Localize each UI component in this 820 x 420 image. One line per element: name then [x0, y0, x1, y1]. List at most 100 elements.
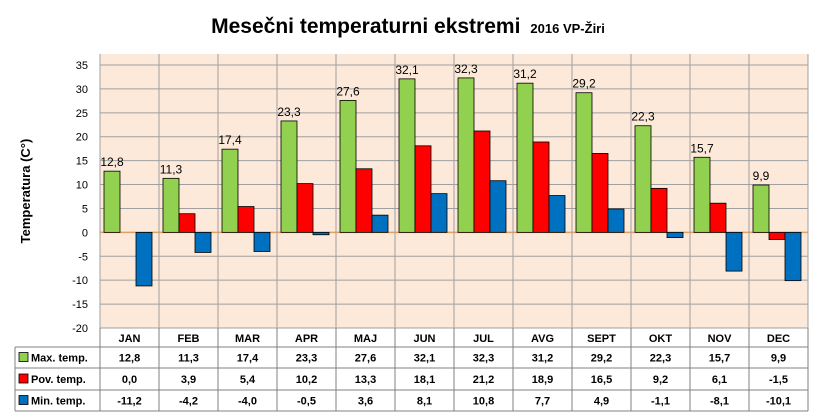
- bar: [414, 145, 432, 233]
- table-cell: 32,1: [414, 353, 435, 365]
- y-tick-label: 15: [76, 156, 88, 168]
- bar: [607, 208, 625, 233]
- legend-label: Min. temp.: [31, 396, 85, 408]
- table-cell: -4,0: [238, 396, 257, 408]
- bar: [591, 153, 609, 233]
- table-cell: -1,5: [769, 374, 788, 386]
- table-cell: 22,3: [650, 353, 671, 365]
- bar: [194, 231, 212, 253]
- bar: [237, 206, 255, 233]
- bar: [473, 130, 491, 233]
- bar: [280, 120, 298, 233]
- table-cell: 32,3: [473, 353, 494, 365]
- subtitle-text: 2016 VP-Žiri: [530, 21, 604, 36]
- x-tick-label: DEC: [767, 333, 790, 345]
- x-tick-label: JUL: [473, 333, 494, 345]
- data-label: 29,2: [572, 77, 596, 91]
- chart-title: Mesečni temperaturni ekstremi 2016 VP-Žir…: [211, 15, 605, 38]
- bar: [575, 92, 593, 233]
- table-cell: -0,5: [297, 396, 316, 408]
- y-tick-label: 20: [76, 132, 88, 144]
- x-tick-label: SEPT: [587, 333, 616, 345]
- table-cell: 4,9: [594, 396, 609, 408]
- bar: [489, 180, 507, 233]
- data-label: 31,2: [513, 67, 537, 81]
- x-tick-label: OKT: [649, 333, 673, 345]
- bar: [516, 82, 534, 233]
- bar: [752, 184, 770, 233]
- x-tick-label: JAN: [118, 333, 140, 345]
- y-tick-label: 10: [76, 180, 88, 192]
- table-cell: 16,5: [591, 374, 612, 386]
- legend-label: Pov. temp.: [31, 374, 86, 386]
- data-label: 23,3: [277, 105, 301, 119]
- bar: [339, 99, 357, 233]
- table-cell: 11,3: [178, 353, 199, 365]
- bar: [768, 231, 786, 240]
- table-cell: 31,2: [532, 353, 553, 365]
- title-text: Mesečni temperaturni ekstremi: [211, 15, 520, 38]
- table-cell: 12,8: [119, 353, 140, 365]
- y-tick-label: 0: [82, 227, 88, 239]
- y-tick-label: 5: [82, 203, 88, 215]
- bar: [666, 231, 684, 239]
- bar: [296, 183, 314, 233]
- bar: [532, 141, 550, 233]
- table-cell: 8,1: [417, 396, 432, 408]
- data-label: 15,7: [690, 141, 714, 155]
- table-cell: 9,9: [771, 353, 786, 365]
- data-label: 17,4: [218, 133, 242, 147]
- table-cell: 17,4: [237, 353, 259, 365]
- bar: [135, 231, 153, 287]
- table-cell: -1,1: [651, 396, 670, 408]
- table-cell: 3,6: [358, 396, 373, 408]
- legend-swatch: [18, 395, 29, 405]
- table-cell: 18,9: [532, 374, 553, 386]
- legend-swatch: [18, 373, 29, 384]
- y-tick-label: 25: [76, 108, 88, 120]
- table-cell: -4,2: [179, 396, 198, 408]
- bar: [178, 213, 196, 233]
- data-label: 22,3: [631, 110, 655, 124]
- table-cell: -10,1: [766, 396, 791, 408]
- y-tick-label: -5: [78, 251, 88, 263]
- table-cell: 18,1: [414, 374, 435, 386]
- y-tick-label: 35: [76, 60, 88, 72]
- table-cell: -11,2: [117, 396, 141, 408]
- table-cell: 23,3: [296, 353, 317, 365]
- x-tick-label: FEB: [178, 333, 200, 345]
- table-cell: 21,2: [473, 374, 494, 386]
- bar: [457, 77, 475, 233]
- data-label: 9,9: [753, 169, 770, 183]
- legend-swatch: [18, 352, 29, 362]
- x-tick-label: JUN: [413, 333, 435, 345]
- bar: [548, 195, 566, 233]
- bar: [650, 187, 668, 233]
- x-tick-label: APR: [295, 333, 318, 345]
- table-cell: 6,1: [712, 374, 727, 386]
- bar: [784, 231, 802, 282]
- y-axis-label: Temperatura (C°): [18, 139, 33, 244]
- bar: [355, 168, 373, 233]
- bar: [103, 170, 121, 233]
- bar: [312, 231, 330, 236]
- data-label: 12,8: [100, 155, 124, 169]
- x-tick-label: AVG: [531, 333, 554, 345]
- bar: [162, 177, 180, 233]
- table-cell: -8,1: [710, 396, 729, 408]
- x-tick-label: MAR: [235, 333, 260, 345]
- data-label: 32,1: [395, 63, 419, 77]
- y-tick-label: -15: [72, 299, 88, 311]
- x-tick-label: NOV: [708, 333, 733, 345]
- table-cell: 3,9: [181, 374, 196, 386]
- table-cell: 29,2: [591, 353, 612, 365]
- table-cell: 13,3: [355, 374, 376, 386]
- data-label: 11,3: [160, 162, 183, 176]
- y-tick-label: -20: [72, 323, 88, 335]
- bar: [725, 231, 743, 272]
- data-label: 27,6: [336, 84, 360, 98]
- x-tick-label: MAJ: [354, 333, 377, 345]
- y-tick-label: 30: [76, 84, 88, 96]
- bar: [221, 148, 239, 233]
